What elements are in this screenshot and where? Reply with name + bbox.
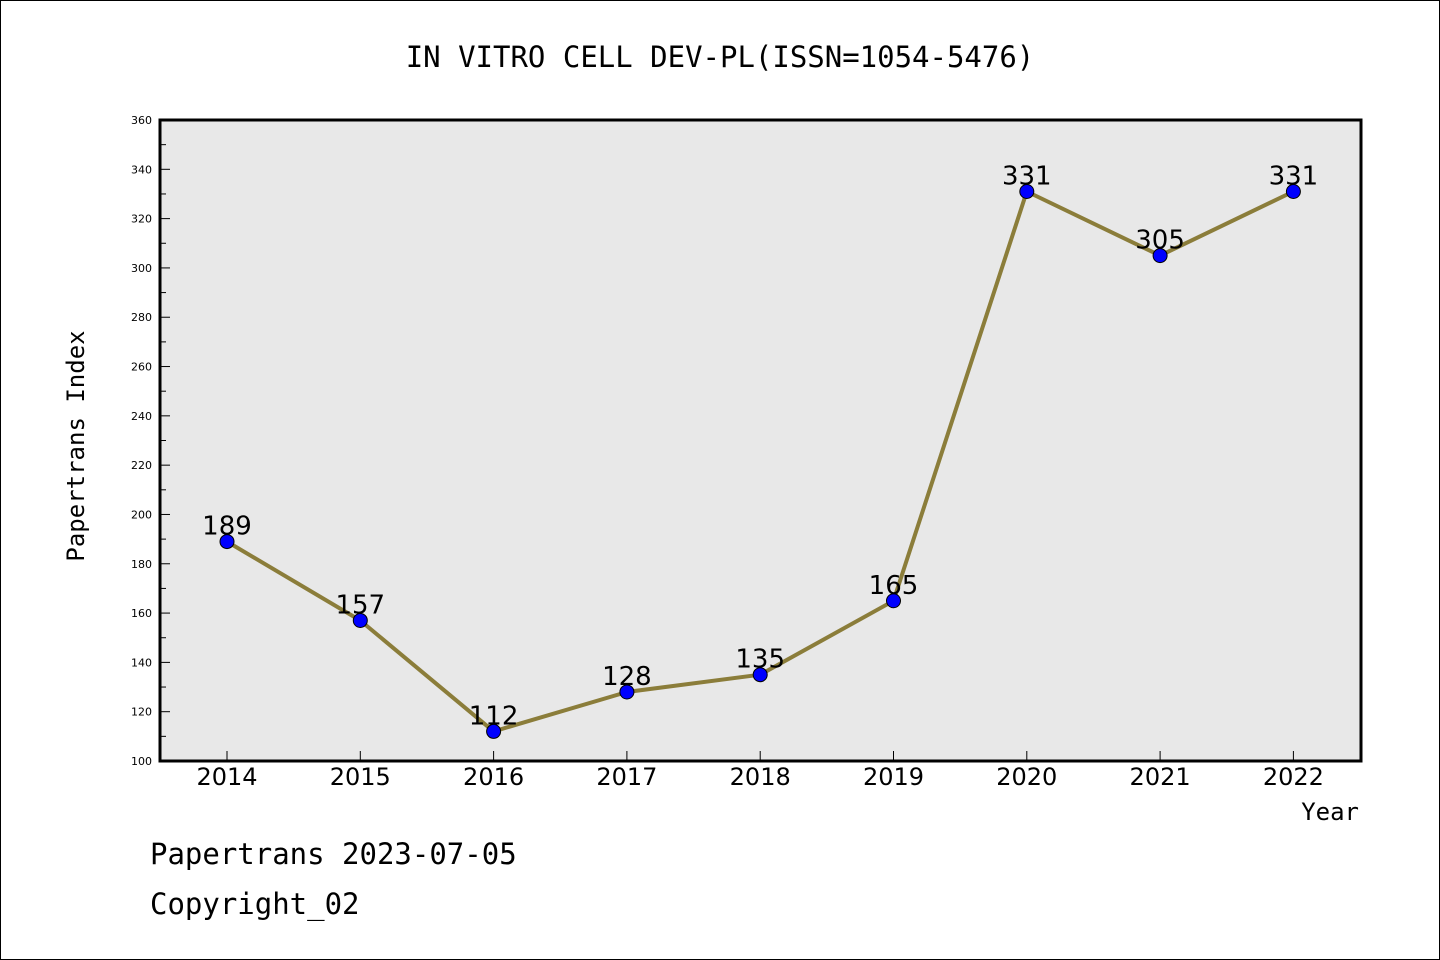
data-point [486, 723, 502, 739]
data-point [1019, 183, 1035, 199]
y-axis-label: Papertrans Index [62, 330, 90, 561]
footer-copyright: Copyright_02 [150, 887, 360, 922]
data-label: 135 [735, 645, 785, 675]
data-point [886, 593, 901, 609]
data-point [1152, 248, 1168, 264]
data-label: 189 [202, 512, 252, 542]
data-point [619, 684, 635, 700]
y-tick-label: 200 [131, 508, 152, 521]
y-tick-label: 280 [131, 311, 152, 324]
data-point [752, 667, 768, 683]
x-tick-label: 2020 [996, 763, 1057, 791]
x-tick-label: 2019 [863, 763, 924, 791]
x-tick-label: 2016 [463, 763, 524, 791]
x-tick-label: 2022 [1263, 763, 1324, 791]
y-tick-label: 120 [131, 706, 152, 719]
y-tick-label: 340 [131, 163, 152, 176]
x-tick-label: 2017 [596, 763, 657, 791]
y-tick-label: 220 [131, 459, 152, 472]
x-tick-label: 2015 [330, 763, 391, 791]
x-axis-label: Year [1301, 798, 1359, 826]
y-tick-label: 160 [131, 607, 152, 620]
y-tick-label: 180 [131, 558, 152, 571]
data-point [219, 534, 235, 550]
plot-area [158, 118, 1363, 763]
data-label: 157 [335, 590, 385, 620]
data-labels: 189 157 112 128 135 165 331 305 331 [202, 161, 1318, 731]
y-axis: 100 120 140 160 180 200 220 240 260 280 300 320 340 3… [131, 114, 170, 768]
y-tick-label: 300 [131, 262, 152, 275]
x-tick-label: 2014 [196, 763, 257, 791]
data-label: 305 [1135, 226, 1185, 256]
data-points [219, 183, 1301, 739]
data-label: 331 [1002, 161, 1052, 191]
y-tick-label: 140 [131, 656, 152, 669]
chart-title: IN VITRO CELL DEV-PL(ISSN=1054-5476) [406, 40, 1035, 74]
data-label: 331 [1269, 161, 1319, 191]
data-point [352, 612, 368, 628]
data-point [1285, 183, 1301, 199]
x-axis: 2014 2015 2016 2017 2018 2019 2020 2021 2022 [196, 751, 1324, 791]
data-label: 165 [869, 571, 919, 601]
y-tick-label: 100 [131, 755, 152, 768]
x-tick-label: 2018 [730, 763, 791, 791]
y-tick-label: 260 [131, 361, 152, 374]
y-tick-label: 360 [131, 114, 152, 127]
y-tick-label: 320 [131, 213, 152, 226]
x-tick-label: 2021 [1130, 763, 1191, 791]
footer-stamp: Papertrans 2023-07-05 [150, 837, 517, 871]
data-label: 128 [602, 662, 652, 692]
y-tick-label: 240 [131, 410, 152, 423]
data-label: 112 [469, 701, 519, 731]
